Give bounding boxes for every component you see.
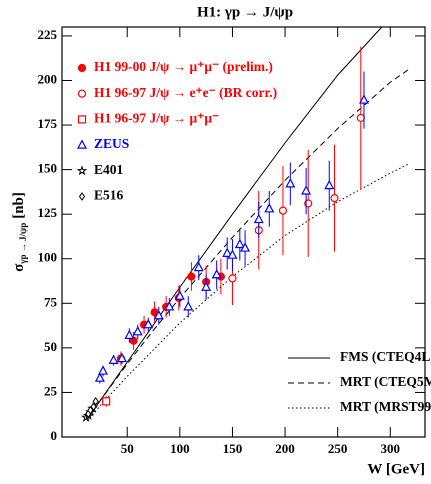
y-tick-label: 125 [38, 205, 58, 220]
marker [228, 274, 237, 283]
marker [234, 238, 245, 249]
marker [183, 301, 194, 311]
legend-label: H1 96-97 J/ψ → μ⁺μ⁻ [94, 110, 219, 125]
marker [132, 326, 143, 336]
legend-label: MRT (CTEQ5M) [340, 374, 431, 389]
legend-label: E516 [94, 188, 124, 203]
marker [174, 290, 185, 300]
y-label-unit: [nb] [11, 192, 27, 219]
marker [90, 402, 97, 412]
y-tick-label: 50 [44, 339, 57, 354]
marker [164, 301, 175, 311]
x-tick-label: 250 [328, 441, 348, 456]
y-label-subscript: γp → J/ψp [18, 223, 28, 265]
marker [108, 354, 119, 364]
legend-marker [78, 192, 86, 201]
plot-frame [61, 26, 426, 438]
legend-marker [77, 89, 87, 98]
marker [187, 272, 196, 281]
legend-label: ZEUS [94, 136, 129, 151]
legend-marker [77, 139, 87, 149]
marker [222, 247, 233, 257]
legend-label: H1 96-97 J/ψ → e⁺e⁻ (BR corr.) [94, 85, 277, 100]
legend-marker [77, 63, 87, 73]
marker [358, 94, 369, 104]
marker [285, 178, 296, 188]
y-tick-label: 25 [44, 383, 58, 398]
marker [264, 203, 275, 213]
legend-marker [76, 165, 88, 176]
marker [356, 113, 365, 123]
marker [87, 405, 94, 415]
legend-label: MRT (MRST99) [340, 399, 431, 414]
x-tick-label: 300 [381, 441, 401, 456]
marker [92, 396, 99, 406]
marker [124, 329, 135, 339]
marker [253, 213, 264, 224]
marker [94, 372, 105, 382]
legend-label: FMS (CTEQ4L, λ=4) [340, 349, 431, 364]
marker [240, 242, 251, 252]
x-tick-label: 200 [275, 441, 295, 456]
y-tick-label: 100 [38, 250, 58, 265]
y-tick-label: 200 [38, 71, 58, 86]
marker [116, 352, 127, 363]
legend-marker [77, 115, 87, 124]
marker [143, 318, 154, 329]
y-label-symbol: σ [11, 263, 27, 272]
marker [324, 179, 335, 190]
x-axis-label: W [GeV] [367, 461, 425, 477]
marker [227, 249, 238, 259]
y-tick-label: 175 [38, 116, 58, 131]
y-axis-label: σγp → J/ψp [nb] [11, 192, 28, 272]
x-tick-label: 150 [223, 441, 243, 456]
y-tick-label: 225 [38, 27, 58, 42]
marker [98, 365, 109, 375]
marker [153, 310, 164, 320]
marker [330, 194, 339, 203]
marker [102, 397, 111, 406]
marker [301, 185, 312, 195]
marker [278, 206, 288, 215]
marker [211, 269, 222, 279]
legend-label: E401 [94, 162, 124, 177]
y-tick-label: 150 [38, 161, 58, 176]
chart-title: H1: γp → J/ψp [197, 4, 293, 20]
x-tick-label: 50 [121, 441, 134, 456]
y-tick-label: 75 [44, 294, 58, 309]
x-tick-label: 100 [170, 441, 190, 456]
marker [193, 261, 204, 272]
marker [201, 281, 212, 291]
legend-label: H1 99-00 J/ψ → μ⁺μ⁻ (prelim.) [94, 59, 273, 74]
y-tick-label: 0 [51, 428, 58, 443]
